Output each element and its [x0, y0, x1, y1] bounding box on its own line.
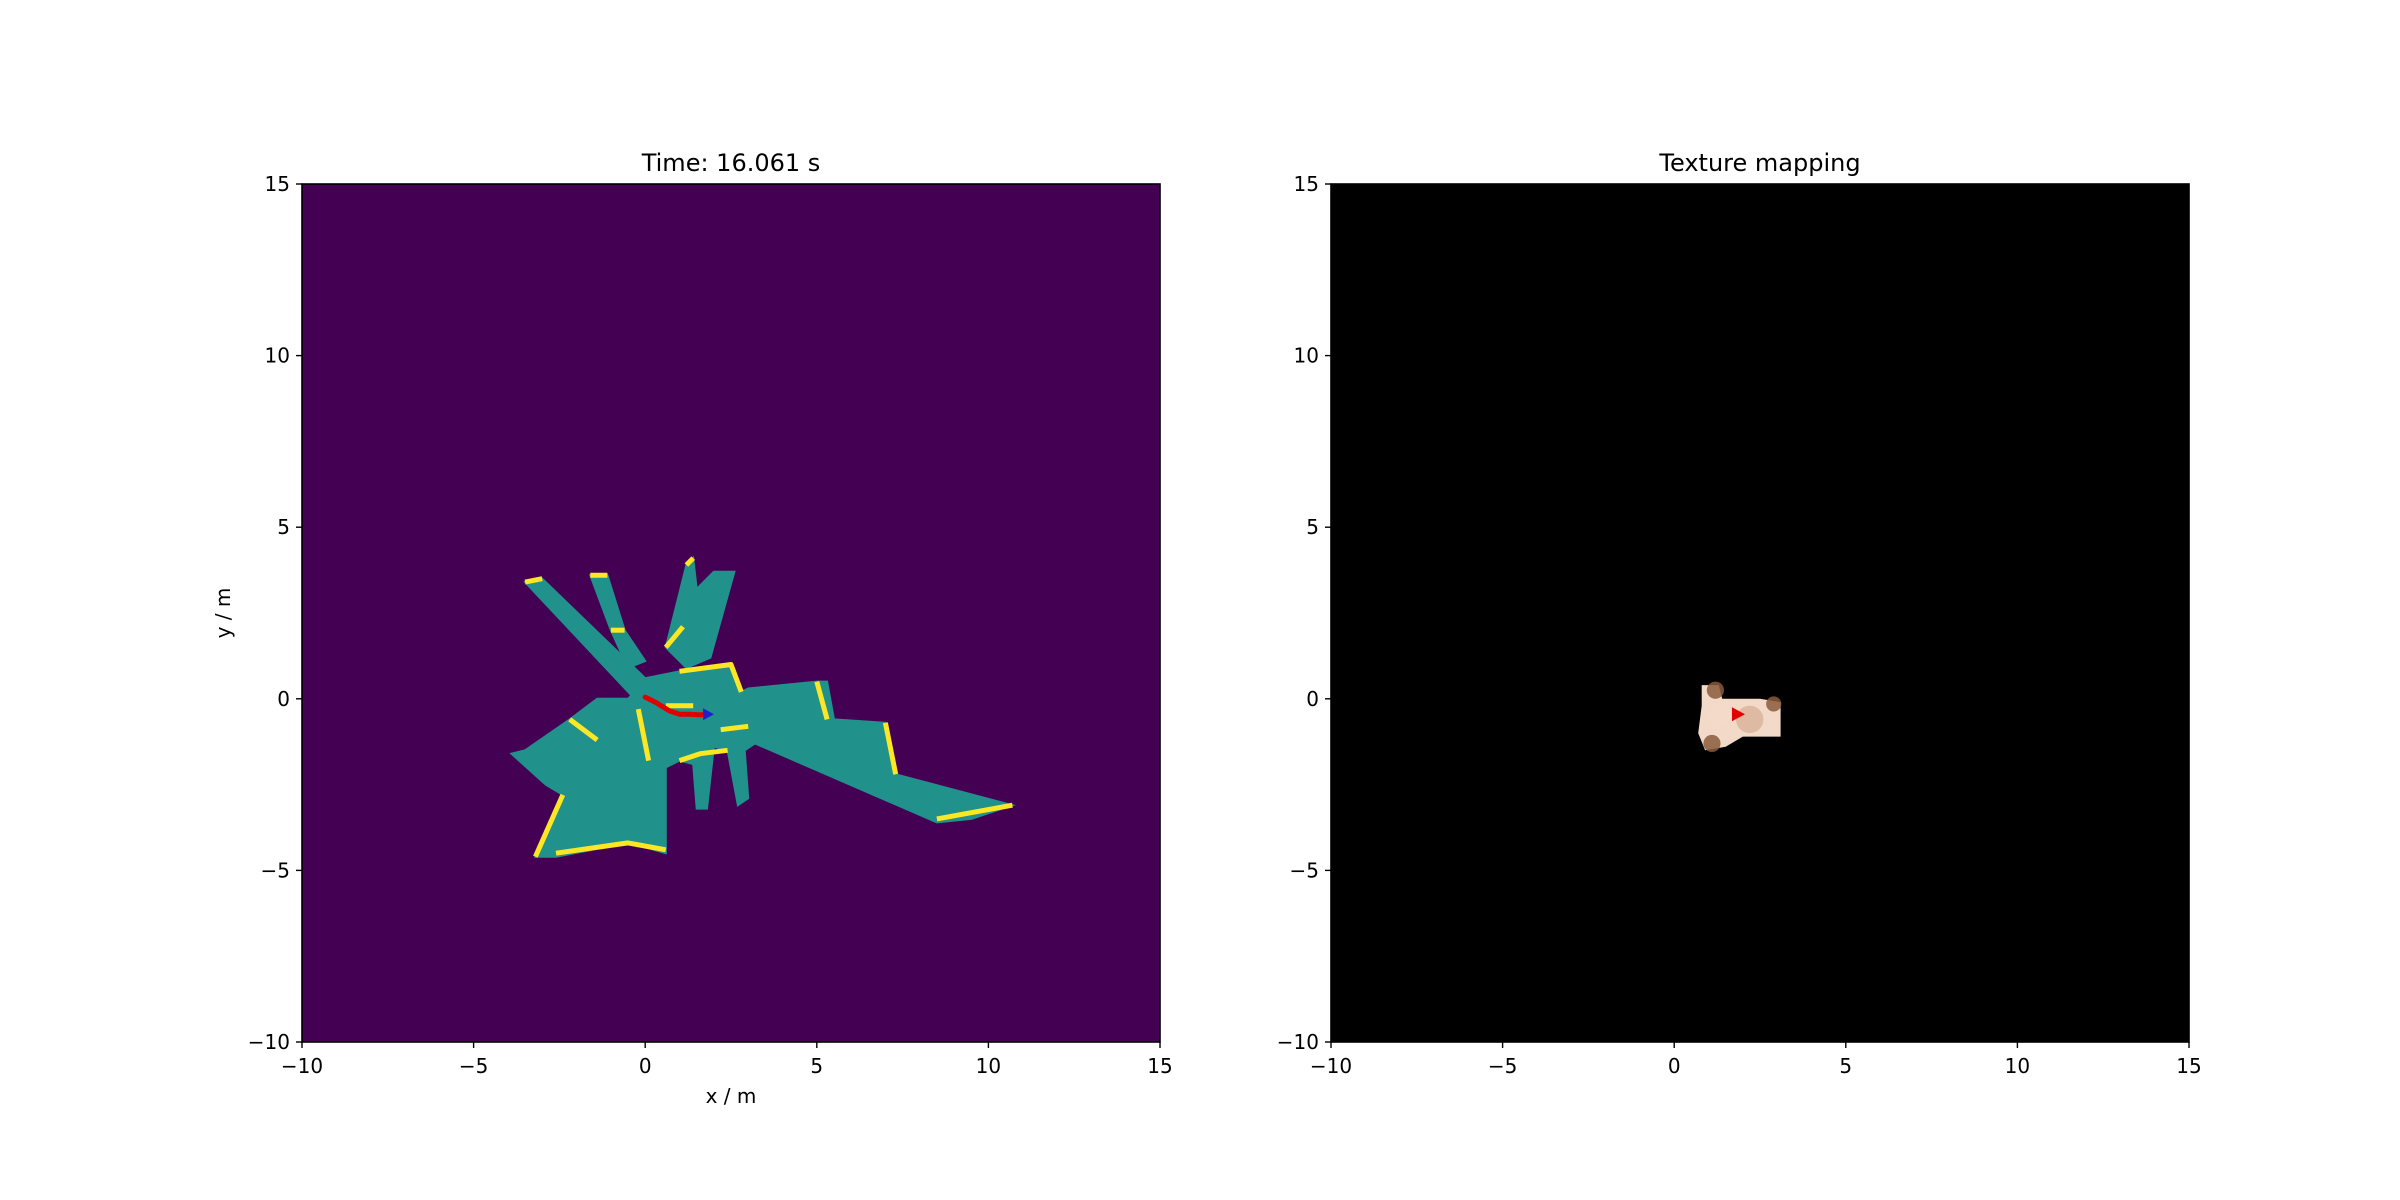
occupied-cells — [524, 576, 543, 585]
unknown-area-background — [302, 184, 1160, 1042]
y-tick-label: 0 — [277, 687, 290, 711]
texture-spot — [1766, 696, 1782, 712]
robot-pose-marker — [1731, 707, 1745, 722]
occupied-cells — [814, 680, 830, 721]
y-tick-label: 5 — [1306, 515, 1319, 539]
x-tick-label: −10 — [281, 1054, 323, 1078]
texture-spot — [1706, 703, 1731, 728]
y-tick-label: 15 — [1294, 172, 1319, 196]
y-tick-label: 5 — [277, 515, 290, 539]
occupancy-grid-panel: −10 −5 0 5 10 15 −10 −5 0 5 10 15 Time: 16.061 s x / … — [211, 149, 1173, 1108]
unmapped-background — [1331, 184, 2189, 1042]
x-tick-label: 0 — [639, 1054, 652, 1078]
chart-title: Texture mapping — [1658, 149, 1860, 177]
x-tick-label: −5 — [459, 1054, 488, 1078]
occupied-cells — [555, 840, 667, 856]
y-axis-title: y / m — [211, 588, 235, 639]
free-space-region — [509, 577, 1016, 858]
x-tick-label: 10 — [2005, 1054, 2030, 1078]
occupied-cells — [663, 625, 685, 649]
occupied-cells — [936, 802, 1013, 822]
occupied-cells — [635, 708, 652, 762]
y-tick-label: 10 — [1294, 344, 1319, 368]
chart-title: Time: 16.061 s — [641, 149, 821, 177]
x-tick-label: 5 — [810, 1054, 823, 1078]
x-tick-label: −5 — [1488, 1054, 1517, 1078]
texture-spot — [1703, 734, 1721, 753]
occupied-cells — [720, 723, 749, 733]
y-tick-label: 15 — [265, 172, 290, 196]
y-tick-label: −10 — [248, 1030, 290, 1054]
texture-mapping-panel: −10 −5 0 5 10 15 −10 −5 0 5 10 15 Texture mapping — [1277, 149, 2202, 1078]
x-tick-label: 0 — [1668, 1054, 1681, 1078]
y-tick-label: −5 — [261, 858, 290, 882]
texture-spot — [1736, 705, 1764, 734]
x-tick-label: −10 — [1310, 1054, 1352, 1078]
robot-trajectory-line — [642, 694, 710, 718]
x-tick-label: 15 — [2176, 1054, 2201, 1078]
texture-spot — [1706, 681, 1724, 699]
x-axis-title: x / m — [706, 1084, 757, 1108]
occupied-cells — [568, 717, 599, 743]
plot-frame — [301, 183, 1161, 1043]
y-tick-label: −5 — [1290, 858, 1319, 882]
y-tick-label: −10 — [1277, 1030, 1319, 1054]
occupied-cells — [678, 747, 728, 763]
robot-pose-marker — [702, 708, 714, 721]
x-tick-label: 10 — [976, 1054, 1001, 1078]
plot-frame — [1330, 183, 2190, 1043]
occupied-cells — [533, 793, 566, 858]
x-tick-label: 15 — [1147, 1054, 1172, 1078]
y-tick-label: 0 — [1306, 687, 1319, 711]
occupied-cells — [684, 556, 695, 567]
occupied-cells — [882, 722, 899, 775]
x-tick-label: 5 — [1839, 1054, 1852, 1078]
occupied-cells — [679, 662, 744, 693]
y-tick-label: 10 — [265, 344, 290, 368]
